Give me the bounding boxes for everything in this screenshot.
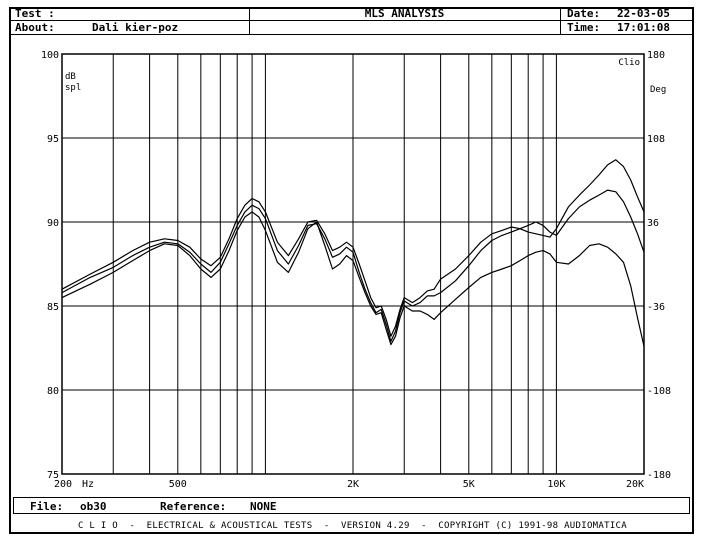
plot-border	[61, 53, 645, 475]
y-tick-label: 85	[47, 302, 59, 313]
about-value: Dali kier-poz	[92, 21, 179, 34]
response-curve-3	[61, 211, 645, 347]
x-unit-label: Hz	[82, 479, 94, 490]
header-separator	[9, 20, 694, 21]
file-value: ob30	[80, 500, 107, 513]
x-tick-label: 10K	[547, 479, 565, 490]
x-tick-label: 200	[54, 479, 72, 490]
y2-tick-label: 36	[647, 218, 659, 229]
software-credits: C L I O - ELECTRICAL & ACOUSTICAL TESTS …	[78, 521, 627, 531]
date-value: 22-03-05	[617, 7, 670, 20]
date-label: Date:	[567, 7, 601, 20]
time-label: Time:	[567, 21, 601, 34]
y2-tick-label: 108	[647, 134, 665, 145]
footer-top-border	[13, 497, 690, 498]
y2-tick-label: -108	[647, 386, 671, 397]
y-axis-label-spl: spl	[65, 83, 81, 93]
header-bottom-border	[9, 34, 694, 35]
test-label: Test :	[15, 7, 55, 20]
y-axis-label-db: dB	[65, 72, 76, 82]
file-label: File:	[30, 500, 64, 513]
y-tick-label: 100	[41, 50, 59, 61]
y2-axis-label-deg: Deg	[650, 85, 666, 95]
x-tick-label: 500	[169, 479, 187, 490]
y2-tick-label: -180	[647, 470, 671, 481]
y-tick-label: 90	[47, 218, 59, 229]
y2-label-clio: Clio	[618, 58, 640, 68]
analysis-title: MLS ANALYSIS	[364, 7, 445, 20]
chart-labels: 100 95 90 85 80 75 180 108 36 -36 -108 -180 200 500 2K…	[41, 50, 671, 490]
x-tick-label: 2K	[347, 479, 359, 490]
y2-tick-label: -36	[647, 302, 665, 313]
time-value: 17:01:08	[617, 21, 670, 34]
y-tick-label: 80	[47, 386, 59, 397]
y-tick-label: 95	[47, 134, 59, 145]
header-divider-left	[249, 7, 250, 35]
x-tick-label: 5K	[463, 479, 475, 490]
reference-label: Reference:	[160, 500, 227, 513]
y-tick-label: 75	[47, 470, 59, 481]
footer-bottom-border	[13, 513, 690, 514]
chart-curves	[61, 159, 645, 347]
footer-left-border	[13, 497, 14, 514]
header-divider-right	[560, 7, 561, 35]
response-curve-2	[61, 189, 645, 342]
window-frame	[9, 7, 694, 534]
about-label: About:	[15, 21, 55, 34]
chart-grid	[62, 54, 644, 474]
response-curve-1	[61, 159, 645, 337]
y2-tick-label: 180	[647, 50, 665, 61]
reference-value: NONE	[250, 500, 277, 513]
x-tick-label: 20K	[626, 479, 644, 490]
footer-right-border	[689, 497, 690, 514]
